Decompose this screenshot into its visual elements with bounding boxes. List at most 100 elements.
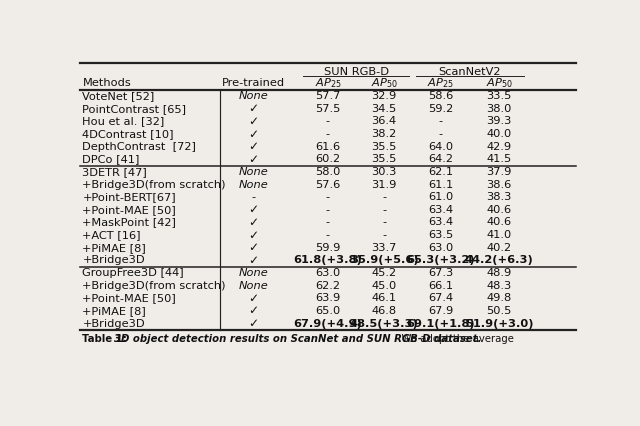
Text: GroupFree3D [44]: GroupFree3D [44] (83, 268, 184, 278)
Text: 38.0: 38.0 (486, 104, 512, 114)
Text: We adopt the average: We adopt the average (395, 334, 514, 344)
Text: 36.4: 36.4 (371, 116, 397, 127)
Text: +Point-MAE [50]: +Point-MAE [50] (83, 293, 176, 303)
Text: None: None (239, 180, 268, 190)
Text: 48.5(+3.3): 48.5(+3.3) (349, 319, 419, 328)
Text: 64.0: 64.0 (428, 142, 453, 152)
Text: -: - (382, 218, 386, 227)
Text: 30.3: 30.3 (371, 167, 397, 177)
Text: None: None (239, 167, 268, 177)
Text: -: - (326, 192, 330, 202)
Text: None: None (239, 268, 268, 278)
Text: 63.5: 63.5 (428, 230, 453, 240)
Text: None: None (239, 91, 268, 101)
Text: 41.5: 41.5 (486, 154, 512, 164)
Text: 57.6: 57.6 (316, 180, 340, 190)
Text: 67.9: 67.9 (428, 306, 453, 316)
Text: 44.2(+6.3): 44.2(+6.3) (465, 255, 534, 265)
Text: 37.9: 37.9 (486, 167, 512, 177)
Text: -: - (252, 192, 255, 202)
Text: 63.0: 63.0 (316, 268, 340, 278)
Text: ✓: ✓ (248, 153, 259, 166)
Text: 61.1: 61.1 (428, 180, 453, 190)
Text: 65.3(+3.2): 65.3(+3.2) (406, 255, 475, 265)
Text: -: - (438, 129, 443, 139)
Text: 58.0: 58.0 (316, 167, 340, 177)
Text: ✓: ✓ (248, 115, 259, 128)
Text: 62.1: 62.1 (428, 167, 453, 177)
Text: ✓: ✓ (248, 254, 259, 267)
Text: 61.8(+3.8): 61.8(+3.8) (294, 255, 362, 265)
Text: 41.0: 41.0 (486, 230, 512, 240)
Text: +Point-MAE [50]: +Point-MAE [50] (83, 205, 176, 215)
Text: -: - (326, 129, 330, 139)
Text: 38.6: 38.6 (486, 180, 512, 190)
Text: ScanNetV2: ScanNetV2 (438, 67, 501, 77)
Text: 60.2: 60.2 (316, 154, 340, 164)
Text: Table 1:: Table 1: (83, 334, 131, 344)
Text: Pre-trained: Pre-trained (222, 78, 285, 88)
Text: -: - (326, 205, 330, 215)
Text: DPCo [41]: DPCo [41] (83, 154, 140, 164)
Text: ✓: ✓ (248, 229, 259, 242)
Text: 3DETR [47]: 3DETR [47] (83, 167, 147, 177)
Text: 40.2: 40.2 (486, 243, 512, 253)
Text: +MaskPoint [42]: +MaskPoint [42] (83, 218, 177, 227)
Text: 67.3: 67.3 (428, 268, 453, 278)
Text: 69.1(+1.8): 69.1(+1.8) (406, 319, 475, 328)
Text: $AP_{25}$: $AP_{25}$ (428, 76, 454, 90)
Text: 59.2: 59.2 (428, 104, 453, 114)
Text: 63.4: 63.4 (428, 205, 453, 215)
Text: None: None (239, 281, 268, 291)
Text: -: - (382, 205, 386, 215)
Text: 63.9: 63.9 (316, 293, 340, 303)
Text: 64.2: 64.2 (428, 154, 453, 164)
Text: ✓: ✓ (248, 305, 259, 317)
Text: -: - (438, 116, 443, 127)
Text: 59.9: 59.9 (316, 243, 340, 253)
Text: 3D object detection results on ScanNet and SUN RGB-D dataset.: 3D object detection results on ScanNet a… (114, 334, 481, 344)
Text: 38.3: 38.3 (486, 192, 512, 202)
Text: ✓: ✓ (248, 216, 259, 229)
Text: 40.6: 40.6 (486, 205, 512, 215)
Text: ✓: ✓ (248, 127, 259, 141)
Text: ✓: ✓ (248, 241, 259, 254)
Text: 40.0: 40.0 (486, 129, 512, 139)
Text: 45.2: 45.2 (371, 268, 397, 278)
Text: 33.7: 33.7 (371, 243, 397, 253)
Text: 32.9: 32.9 (371, 91, 397, 101)
Text: ✓: ✓ (248, 203, 259, 216)
Text: -: - (382, 192, 386, 202)
Text: PointContrast [65]: PointContrast [65] (83, 104, 186, 114)
Text: ✓: ✓ (248, 317, 259, 330)
Text: DepthContrast  [72]: DepthContrast [72] (83, 142, 196, 152)
Text: Hou et al. [32]: Hou et al. [32] (83, 116, 164, 127)
Text: +PiMAE [8]: +PiMAE [8] (83, 306, 146, 316)
Text: 66.1: 66.1 (428, 281, 453, 291)
Text: ✓: ✓ (248, 140, 259, 153)
Text: +ACT [16]: +ACT [16] (83, 230, 141, 240)
Text: SUN RGB-D: SUN RGB-D (324, 67, 388, 77)
Text: 35.9(+5.6): 35.9(+5.6) (349, 255, 419, 265)
Text: +Bridge3D(from scratch): +Bridge3D(from scratch) (83, 281, 226, 291)
Text: $AP_{50}$: $AP_{50}$ (486, 76, 513, 90)
Text: 45.0: 45.0 (371, 281, 397, 291)
Text: +Point-BERT[67]: +Point-BERT[67] (83, 192, 176, 202)
Text: 34.5: 34.5 (371, 104, 397, 114)
Text: VoteNet [52]: VoteNet [52] (83, 91, 155, 101)
Text: $AP_{25}$: $AP_{25}$ (315, 76, 341, 90)
Text: 50.5: 50.5 (486, 306, 512, 316)
Text: ✓: ✓ (248, 102, 259, 115)
Text: 49.8: 49.8 (486, 293, 512, 303)
Text: 35.5: 35.5 (371, 142, 397, 152)
Text: 39.3: 39.3 (486, 116, 512, 127)
Text: 63.0: 63.0 (428, 243, 453, 253)
Text: +Bridge3D: +Bridge3D (83, 319, 145, 328)
Text: 65.0: 65.0 (316, 306, 340, 316)
Text: 42.9: 42.9 (486, 142, 512, 152)
Text: 61.6: 61.6 (316, 142, 340, 152)
Text: 67.4: 67.4 (428, 293, 453, 303)
Text: 35.5: 35.5 (371, 154, 397, 164)
Text: 38.2: 38.2 (371, 129, 397, 139)
Text: -: - (326, 116, 330, 127)
